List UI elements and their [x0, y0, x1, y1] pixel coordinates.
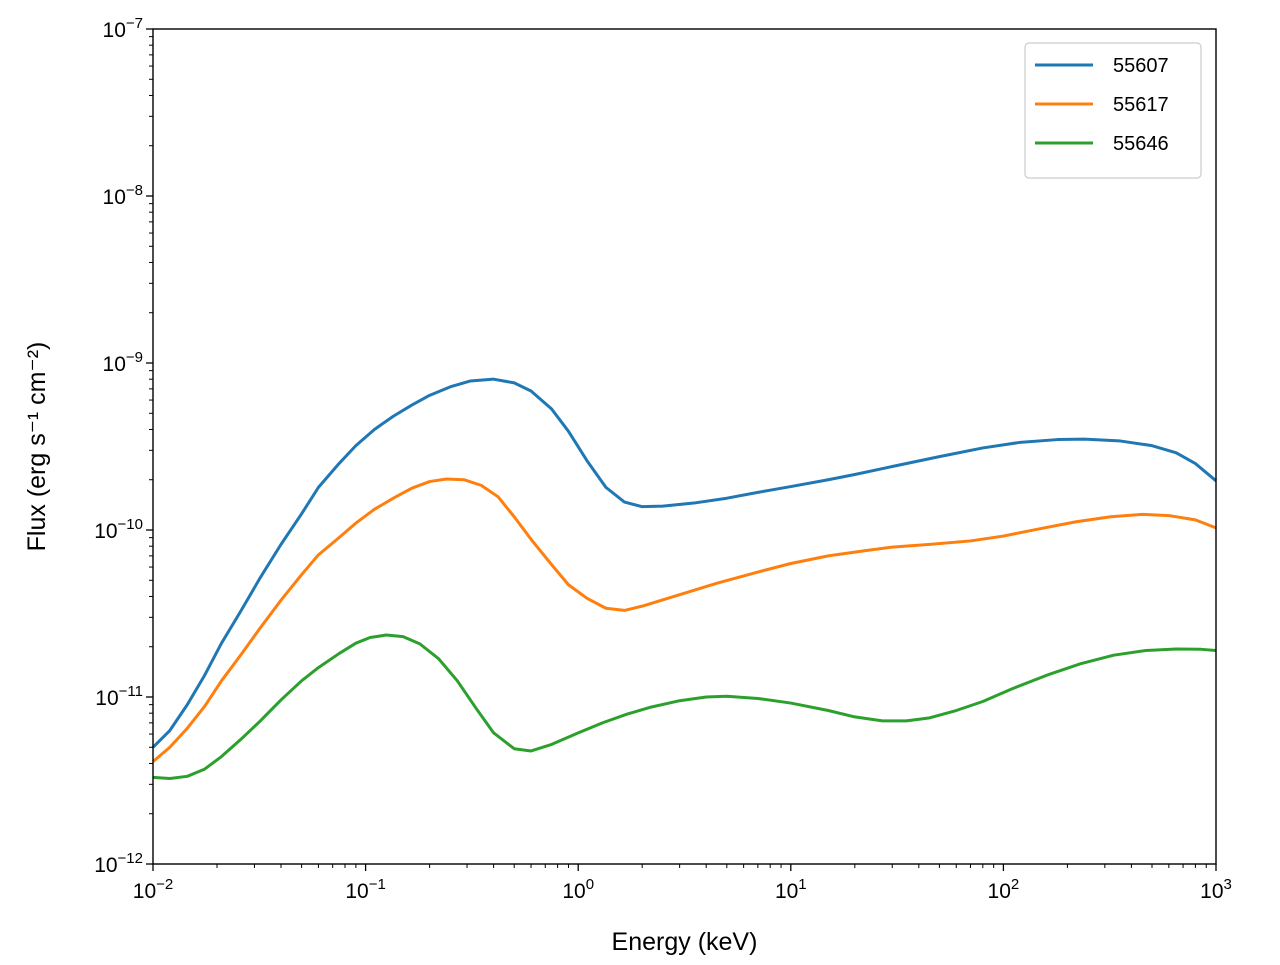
x-tick-label: 102 [988, 876, 1020, 903]
y-tick-label: 10−10 [94, 516, 143, 543]
plot-frame [152, 28, 1217, 865]
x-tick-label: 101 [775, 876, 807, 903]
x-tick-label: 103 [1200, 876, 1232, 903]
legend-label-55646: 55646 [1113, 133, 1169, 155]
x-tick-label: 100 [562, 876, 594, 903]
y-tick-label: 10−7 [103, 15, 143, 42]
legend-label-55607: 55607 [1113, 55, 1169, 77]
legend: 55607 55617 55646 [1024, 42, 1202, 179]
series-line-55617 [152, 477, 1217, 763]
y-axis-title: Flux (erg s⁻¹ cm⁻²) [23, 342, 51, 552]
y-tick-label: 10−11 [95, 683, 143, 710]
x-tick-label: 10−1 [345, 876, 385, 903]
series-line-55646 [152, 633, 1217, 781]
legend-label-55617: 55617 [1113, 94, 1169, 116]
y-tick-label: 10−8 [103, 182, 143, 209]
x-axis-title: Energy (keV) [612, 928, 758, 956]
y-tick-label: 10−12 [94, 850, 143, 877]
series-line-55607 [151, 377, 1217, 749]
x-tick-label: 10−2 [133, 876, 173, 903]
y-tick-label: 10−9 [103, 349, 143, 376]
